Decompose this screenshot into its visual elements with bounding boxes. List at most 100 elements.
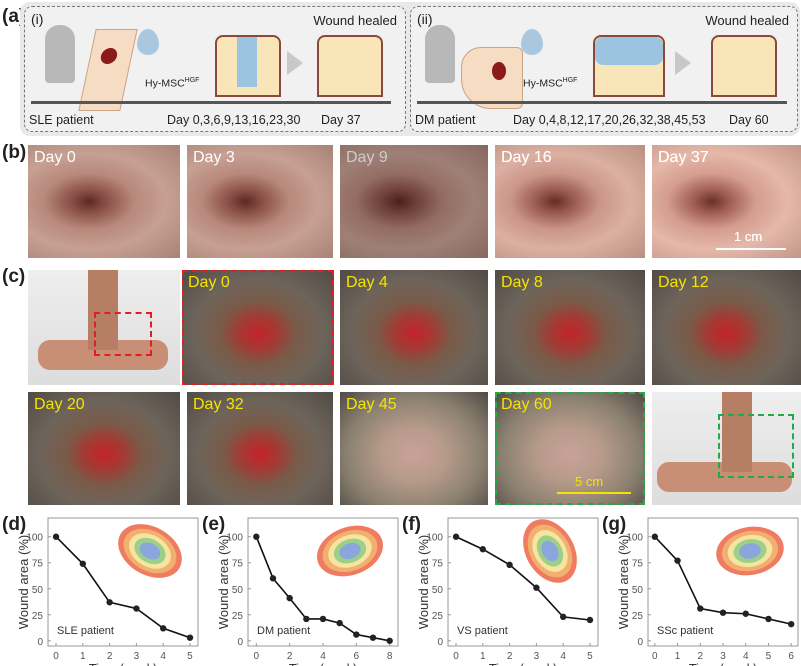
panel-a-ii: (ii) Wound healed Hy-MSCHGF DM patient D… [410,6,798,132]
x-tick-label: 4 [560,651,566,662]
panel-a-ii-title: Wound healed [705,13,789,28]
foot-photo-day20: Day 20 [28,392,180,505]
y-tick-label: 25 [32,611,44,622]
photo-label: Day 32 [193,396,244,413]
patient-annotation: SLE patient [57,625,114,637]
photo-label: Day 45 [346,396,397,413]
data-point [719,609,727,616]
data-point [559,613,567,621]
panel-label: (d) [2,514,26,535]
foot-photo-day0: Day 0 [182,270,334,385]
y-tick-label: 75 [632,559,644,570]
wound-area-chart: (f) 0 25 50 75 100 0 1 2 3 4 5 Time (week) Wound area… [402,514,599,666]
x-tick-label: 1 [80,651,86,662]
drop-icon [521,29,543,55]
foot-photo-day45: Day 45 [340,392,488,505]
x-tick-label: 2 [287,651,293,662]
y-axis-label: Wound area (%) [216,535,231,629]
plot-frame [47,517,199,647]
patient-icon [45,25,75,83]
wound-photo-day0: Day 0 [28,145,180,258]
panel-label: (g) [602,514,626,535]
x-tick-label: 0 [254,651,260,662]
x-tick-label: 8 [387,651,393,662]
plot-frame [447,517,599,647]
scale-bar-label: 5 cm [575,474,604,489]
data-point [787,620,795,628]
data-point [319,615,327,623]
data-point [452,533,460,540]
timeline-label: Day 0,4,8,12,17,20,26,32,38,45,53 [513,113,706,127]
y-tick-label: 0 [37,637,43,648]
timeline-label: DM patient [415,113,476,127]
y-tick-label: 25 [432,611,444,622]
y-tick-label: 0 [437,637,443,648]
photo-label: Day 4 [346,274,388,291]
healed-skin-illustration [711,35,777,97]
y-axis-label: Wound area (%) [616,535,631,629]
panel-a-label: (a) [2,6,26,27]
y-axis-label: Wound area (%) [416,535,431,629]
photo-label: Day 0 [34,149,76,166]
wound-area-chart: (d) 0 25 50 75 100 0 1 2 3 4 5 Time (week) Wound area… [2,514,199,666]
series-line [55,536,191,639]
x-tick-label: 3 [534,651,540,662]
x-tick-label: 2 [107,651,113,662]
treatment-label: Hy-MSCHGF [145,77,199,90]
panel-a-i-label: (i) [31,11,44,27]
data-point [106,599,113,606]
data-point [651,533,659,540]
x-tick-label: 4 [160,651,166,662]
x-tick-label: 4 [320,651,326,662]
y-tick-label: 25 [232,611,244,622]
data-point [353,631,360,638]
x-tick-label: 0 [652,651,658,662]
timeline-arrow [417,101,787,104]
photo-label: Day 20 [34,396,85,413]
x-axis-label: Time (week) [289,662,357,666]
wound-photo-day16: Day 16 [495,145,645,258]
data-point [386,637,393,644]
skin-treatment-illustration [593,35,665,97]
panel-a-ii-label: (ii) [417,11,433,27]
panel-c-label: (c) [2,266,26,287]
timeline-label: Day 0,3,6,9,13,16,23,30 [167,113,301,127]
y-tick-label: 75 [232,559,244,570]
x-tick-label: 6 [788,651,794,662]
y-tick-label: 0 [237,637,243,648]
data-point [479,546,487,553]
photo-label: Day 9 [346,149,388,166]
treatment-name: Hy-MSC [523,77,563,90]
foot-photo-day12: Day 12 [652,270,801,385]
y-tick-label: 100 [26,533,43,544]
panel-b-label: (b) [2,142,27,163]
patient-annotation: VS patient [457,625,508,637]
y-tick-label: 25 [632,611,644,622]
foot-wound-illustration [461,47,523,109]
y-tick-label: 50 [232,585,244,596]
photo-label: Day 0 [188,274,230,291]
x-tick-label: 0 [53,651,59,662]
wound-area-chart: (g) 0 25 50 75 100 0 1 2 3 4 5 6 Time (week) Wound are… [602,514,799,666]
arrow-icon [675,51,691,75]
data-point [52,533,60,540]
scale-bar-label: 1 cm [734,229,763,244]
data-point [533,584,540,591]
y-tick-label: 100 [426,533,443,544]
photo-label: Day 3 [193,149,235,166]
patient-annotation: DM patient [257,625,310,637]
treatment-name: Hy-MSC [145,77,185,90]
data-point [765,615,772,623]
x-tick-label: 3 [720,651,726,662]
panel-label: (e) [202,514,225,535]
y-tick-label: 100 [226,533,243,544]
scale-bar [557,492,631,494]
foot-overview-photo [28,270,180,385]
wound-photo-day37: Day 37 1 cm [652,145,801,258]
panel-a-i: (i) Wound healed Hy-MSCHGF SLE patient D… [24,6,406,132]
y-tick-label: 100 [626,533,643,544]
panel-a-i-title: Wound healed [313,13,397,28]
wound-contour-blob [739,543,761,559]
x-tick-label: 4 [743,651,749,662]
x-tick-label: 3 [134,651,140,662]
